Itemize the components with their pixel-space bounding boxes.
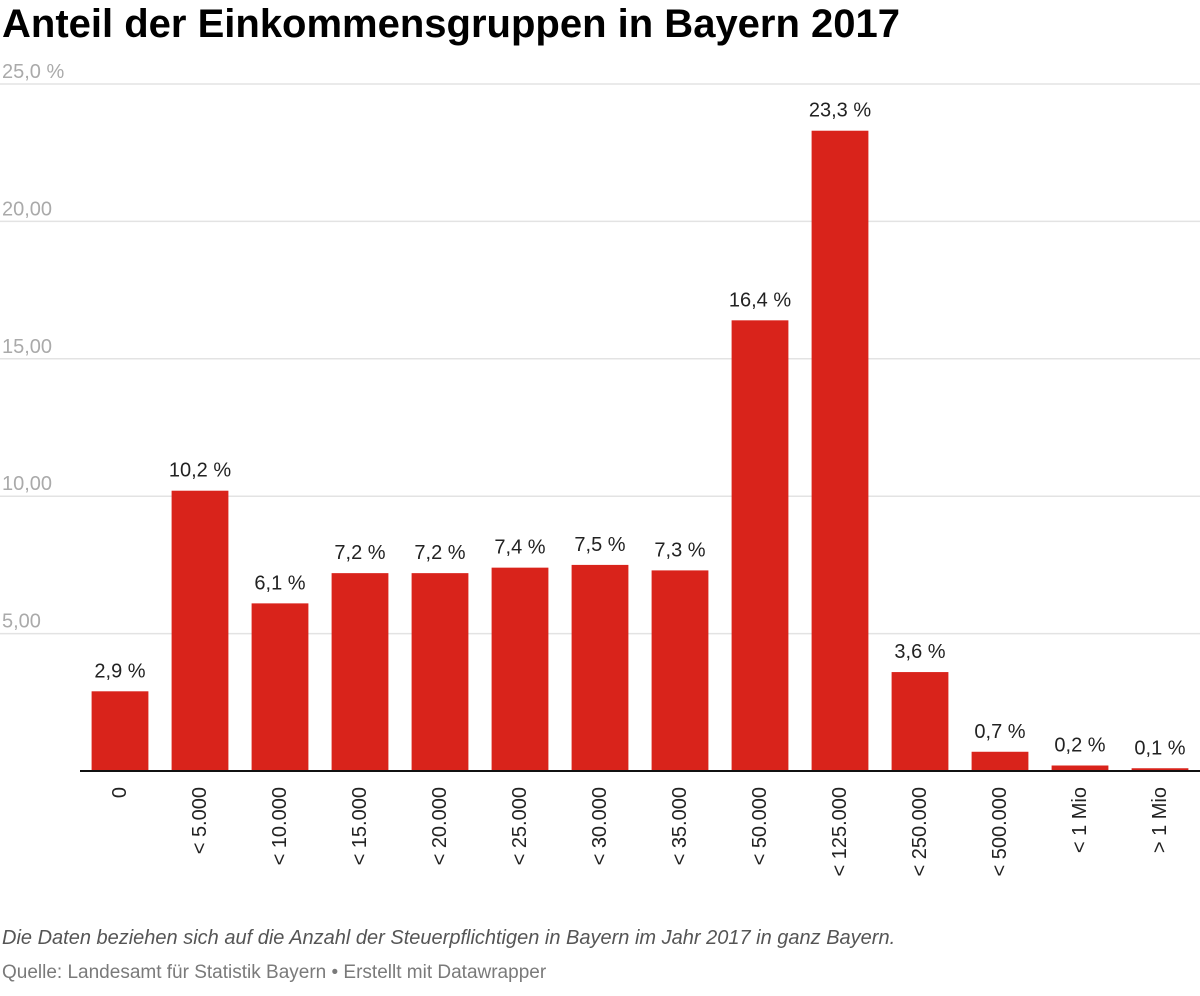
- bar-5: [491, 567, 549, 771]
- y-tick-label-4: 25,0 %: [2, 61, 64, 83]
- y-tick-label-3: 20,00: [2, 198, 52, 220]
- x-tick-label-13: > 1 Mio: [1149, 787, 1171, 853]
- bar-9: [811, 130, 869, 771]
- value-label-12: 0,2 %: [1054, 735, 1105, 757]
- y-tick-label-2: 15,00: [2, 336, 52, 358]
- x-tick-label-3: < 15.000: [349, 787, 371, 865]
- value-label-13: 0,1 %: [1134, 737, 1185, 759]
- value-label-3: 7,2 %: [334, 542, 385, 564]
- value-label-2: 6,1 %: [254, 572, 305, 594]
- bar-10: [891, 672, 949, 771]
- x-tick-labels: 0 < 5.000 < 10.000 < 15.000 < 20.000 < 25.000…: [109, 787, 1171, 877]
- footnote: Die Daten beziehen sich auf die Anzahl d…: [2, 927, 896, 949]
- x-tick-label-5: < 25.000: [509, 787, 531, 865]
- value-label-5: 7,4 %: [494, 537, 545, 559]
- source-line: Quelle: Landesamt für Statistik Bayern •…: [2, 962, 547, 983]
- value-label-4: 7,2 %: [414, 542, 465, 564]
- x-tick-label-8: < 50.000: [749, 787, 771, 865]
- bar-0: [91, 691, 149, 771]
- bar-13: [1131, 768, 1189, 771]
- x-tick-label-6: < 30.000: [589, 787, 611, 865]
- bar-11: [971, 751, 1029, 771]
- value-label-8: 16,4 %: [729, 289, 791, 311]
- bar-8: [731, 320, 789, 771]
- value-label-6: 7,5 %: [574, 534, 625, 556]
- value-label-10: 3,6 %: [894, 641, 945, 663]
- bar-2: [251, 603, 309, 771]
- y-tick-label-1: 10,00: [2, 473, 52, 495]
- bars: [91, 130, 1189, 771]
- x-tick-label-11: < 500.000: [989, 787, 1011, 877]
- value-label-0: 2,9 %: [94, 660, 145, 682]
- x-tick-label-2: < 10.000: [269, 787, 291, 865]
- bar-7: [651, 570, 709, 771]
- value-label-11: 0,7 %: [974, 721, 1025, 743]
- x-tick-label-1: < 5.000: [189, 787, 211, 854]
- bar-3: [331, 573, 389, 771]
- bar-chart: 5,00 10,00 15,00 20,00 25,0 % 2,9 % 10,2 % 6,1…: [0, 61, 1200, 877]
- x-tick-label-0: 0: [109, 787, 131, 798]
- bar-12: [1051, 765, 1109, 771]
- x-tick-label-12: < 1 Mio: [1069, 787, 1091, 853]
- gridlines: 5,00 10,00 15,00 20,00 25,0 %: [0, 61, 1200, 635]
- bar-6: [571, 564, 629, 771]
- value-labels: 2,9 % 10,2 % 6,1 % 7,2 % 7,2 % 7,4 % 7,5 % 7,3 …: [94, 100, 1185, 760]
- value-label-9: 23,3 %: [809, 100, 871, 122]
- x-tick-label-7: < 35.000: [669, 787, 691, 865]
- chart-title: Anteil der Einkommensgruppen in Bayern 2…: [2, 2, 901, 46]
- value-label-7: 7,3 %: [654, 539, 705, 561]
- x-tick-label-10: < 250.000: [909, 787, 931, 877]
- bar-1: [171, 490, 229, 771]
- y-tick-label-0: 5,00: [2, 611, 41, 633]
- x-tick-label-4: < 20.000: [429, 787, 451, 865]
- x-tick-label-9: < 125.000: [829, 787, 851, 877]
- value-label-1: 10,2 %: [169, 460, 231, 482]
- bar-4: [411, 573, 469, 771]
